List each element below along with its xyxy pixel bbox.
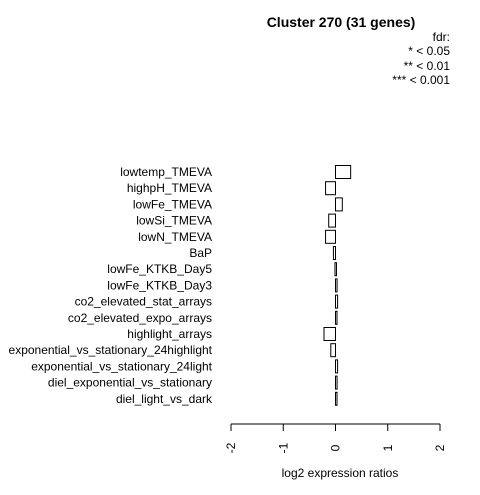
bar-lowN_TMEVA <box>325 229 337 244</box>
x-tick-label: -1 <box>276 442 290 453</box>
x-tick-label: 1 <box>381 444 395 451</box>
category-label: co2_elevated_expo_arrays <box>68 311 212 325</box>
category-label: diel_exponential_vs_stationary <box>48 376 212 390</box>
category-label: lowtemp_TMEVA <box>120 165 212 179</box>
category-label: lowFe_KTKB_Day3 <box>107 278 212 292</box>
bar-co2_elevated_expo_arrays <box>335 310 338 325</box>
category-labels: lowtemp_TMEVA highpH_TMEVA lowFe_TMEVA lowS… <box>9 165 213 406</box>
bar-lowFe_KTKB_Day3 <box>335 278 338 293</box>
category-label: diel_light_vs_dark <box>116 392 213 406</box>
category-label: highlight_arrays <box>127 327 212 341</box>
category-label: lowFe_KTKB_Day5 <box>107 262 212 276</box>
category-label: lowFe_TMEVA <box>133 197 212 211</box>
bar-exponential_vs_stationary_24highlight <box>330 343 336 358</box>
x-axis-title: log2 expression ratios <box>282 466 399 480</box>
fdr-legend: fdr: * < 0.05 ** < 0.01 *** < 0.001 <box>392 30 450 87</box>
bar-lowFe_TMEVA <box>335 197 343 212</box>
x-tick-label: -2 <box>224 442 238 453</box>
bar-highlight_arrays <box>323 327 337 341</box>
category-label: lowSi_TMEVA <box>136 214 212 228</box>
bar-lowSi_TMEVA <box>328 213 336 228</box>
bar-diel_light_vs_dark <box>335 391 338 406</box>
x-tick-label: 2 <box>433 444 447 451</box>
legend-entry-3: *** < 0.001 <box>392 73 450 87</box>
bar-highpH_TMEVA <box>325 181 337 196</box>
bar-lowtemp_TMEVA <box>335 165 352 179</box>
bar-exponential_vs_stationary_24light <box>335 359 339 374</box>
category-label: highpH_TMEVA <box>127 181 212 195</box>
x-axis: -2 -1 0 1 2 <box>224 423 447 453</box>
category-label: co2_elevated_stat_arrays <box>75 295 212 309</box>
bar-BaP <box>332 246 337 260</box>
legend-entry-1: * < 0.05 <box>408 44 450 58</box>
category-label: BaP <box>189 246 212 260</box>
legend-title: fdr: <box>433 30 450 44</box>
bars-group <box>323 165 352 406</box>
category-label: lowN_TMEVA <box>138 230 212 244</box>
bar-lowFe_KTKB_Day5 <box>334 262 337 277</box>
bar-diel_exponential_vs_stationary <box>335 375 338 390</box>
category-label: exponential_vs_stationary_24highlight <box>9 343 213 357</box>
x-tick-label: 0 <box>329 444 343 451</box>
category-label: exponential_vs_stationary_24light <box>31 359 212 373</box>
bar-co2_elevated_stat_arrays <box>335 294 339 309</box>
chart-title: Cluster 270 (31 genes) <box>267 14 416 30</box>
legend-entry-2: ** < 0.01 <box>404 59 451 73</box>
